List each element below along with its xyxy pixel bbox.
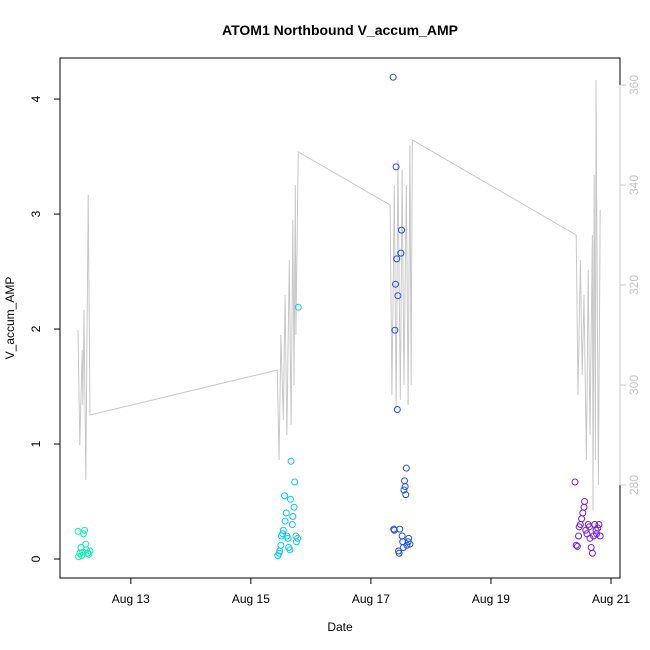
point [398,226,406,234]
point [79,548,87,556]
point [581,498,589,506]
point [575,532,583,540]
y2-tick-label: 300 [627,375,641,395]
point [401,483,409,491]
point [287,457,295,465]
point [284,534,292,542]
point [86,547,94,555]
point [84,549,92,557]
point [592,526,600,534]
chart-title: ATOM1 Northbound V_accum_AMP [222,22,458,38]
point [85,550,93,558]
y2-tick-label: 340 [627,175,641,195]
point [402,491,410,499]
point [582,526,590,534]
y-tick-label: 0 [29,555,43,562]
point [404,538,412,546]
x-tick-label: Aug 15 [232,592,270,606]
point [596,532,604,540]
point [399,544,407,552]
point [280,492,288,500]
point [289,512,297,520]
point [389,73,397,81]
point [595,521,603,529]
point [588,549,596,557]
point [594,524,602,532]
x-tick-label: Aug 21 [592,592,630,606]
point [291,478,299,486]
point [279,526,287,534]
x-tick-label: Aug 19 [472,592,510,606]
point [281,517,289,525]
point [571,478,579,486]
x-tick-label: Aug 17 [352,592,390,606]
point [277,541,285,549]
point [395,549,403,557]
y-tick-label: 4 [29,95,43,102]
y2-tick-label: 280 [627,475,641,495]
point [294,303,302,311]
y2-tick-label: 360 [627,75,641,95]
point [391,326,399,334]
point [75,553,83,561]
x-axis-label: Date [327,620,353,634]
y-tick-label: 1 [29,440,43,447]
point [294,534,302,542]
point [402,464,410,472]
point [288,521,296,529]
point [292,538,300,546]
point [78,552,86,560]
y-axis-label: V_accum_AMP [3,277,17,360]
point [286,495,294,503]
point [400,486,408,494]
point [393,406,401,414]
x-tick-label: Aug 13 [112,592,150,606]
point [396,525,404,533]
y-tick-label: 2 [29,325,43,332]
point [286,546,294,554]
point [572,541,580,549]
point [394,292,402,300]
point [393,255,401,263]
y-tick-label: 3 [29,210,43,217]
point [406,540,414,548]
point [586,534,594,542]
point [79,530,87,538]
point [279,530,287,538]
point [403,541,411,549]
point [392,163,400,171]
point [397,249,405,257]
point [290,503,298,511]
point [573,542,581,550]
point [282,509,290,517]
y2-tick-label: 320 [627,275,641,295]
point [81,526,89,534]
point [392,280,400,288]
line [77,79,601,511]
